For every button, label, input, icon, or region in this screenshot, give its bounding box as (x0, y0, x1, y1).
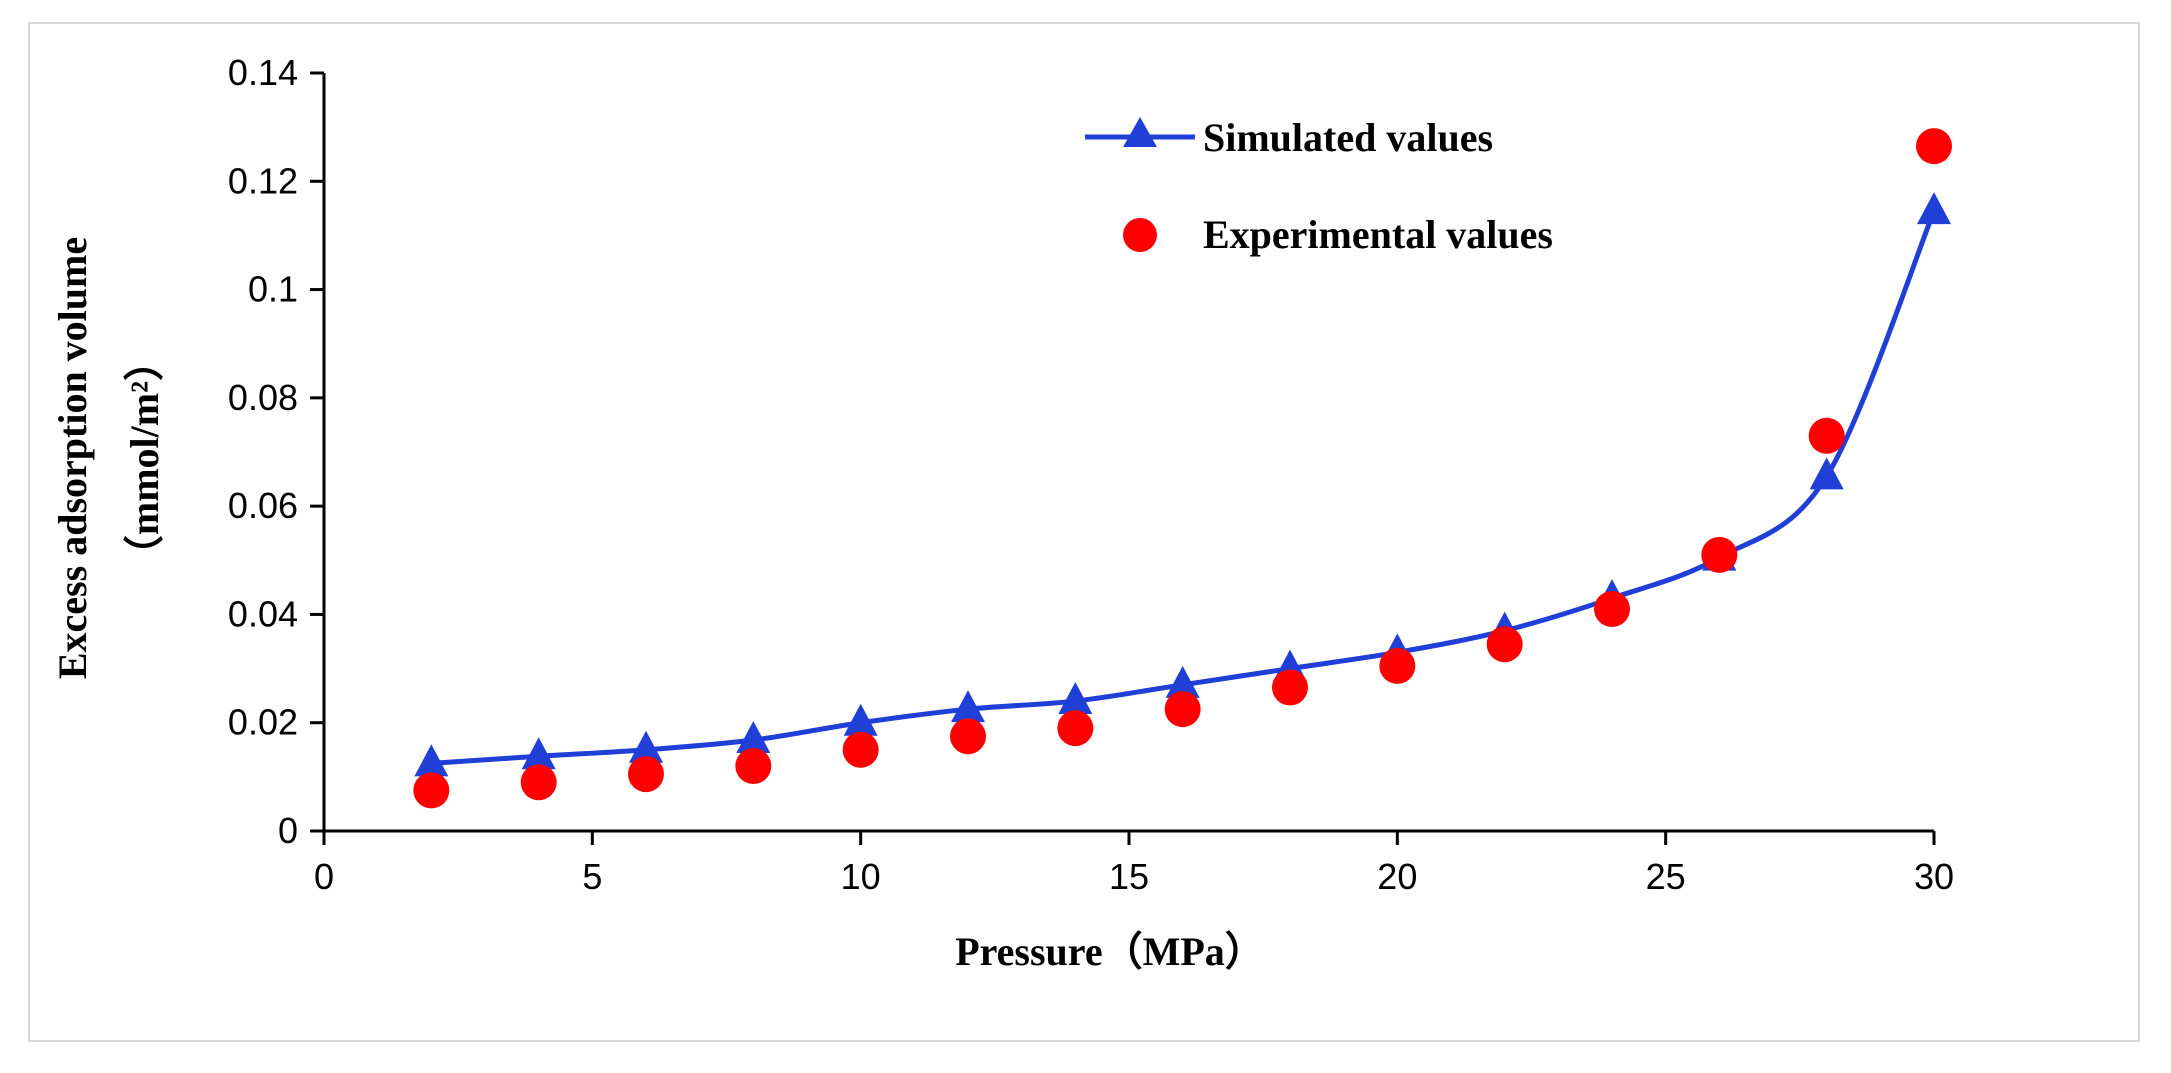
chart-frame (28, 22, 2140, 1042)
y-tick-label: 0.06 (228, 485, 298, 526)
simulated-point (951, 690, 985, 723)
experimental-point (1486, 626, 1523, 663)
x-tick-label: 5 (582, 856, 602, 897)
simulated-point (736, 721, 771, 754)
simulated-point (414, 744, 449, 777)
x-tick-label: 15 (1109, 856, 1149, 897)
legend-experimental-label: Experimental values (1203, 212, 1553, 257)
experimental-point (1594, 591, 1630, 628)
experimental-point (1057, 710, 1094, 747)
y-tick-label: 0.1 (248, 269, 298, 310)
x-axis-title: Pressure（MPa） (955, 929, 1265, 974)
simulated-point (521, 737, 556, 770)
simulated-point (629, 730, 663, 763)
y-tick-label: 0.04 (228, 593, 298, 634)
x-tick-label: 0 (314, 856, 334, 897)
experimental-point (1379, 647, 1416, 684)
simulated-point (1809, 457, 1844, 490)
y-tick-label: 0.08 (228, 377, 298, 418)
y-tick-label: 0 (278, 810, 298, 851)
experimental-point (950, 718, 986, 755)
series-layer (413, 128, 1952, 809)
axes (322, 73, 1934, 833)
x-tick-label: 20 (1377, 856, 1417, 897)
experimental-point (1164, 691, 1201, 728)
simulated-point (1058, 682, 1093, 715)
experimental-point (413, 772, 450, 809)
experimental-point (1701, 536, 1738, 573)
simulated-point (1165, 665, 1200, 698)
y-tick-label: 0.12 (228, 160, 298, 201)
experimental-point (842, 731, 879, 768)
x-tick-label: 10 (841, 856, 881, 897)
experimental-point (1272, 669, 1308, 706)
legend-simulated-label: Simulated values (1203, 115, 1493, 160)
x-tick-label: 30 (1914, 856, 1954, 897)
experimental-point (520, 764, 557, 801)
ticks: 0 0.02 0.04 0.06 0.08 0.1 0.12 0.14 0 5 10 15 20 25 30 (228, 52, 1954, 897)
y-tick-label: 0.14 (228, 52, 298, 93)
y-axis-title: Excess adsorption volume （mmol/m²） (50, 237, 167, 679)
simulated-point (843, 703, 878, 736)
legend: Simulated values Experimental values (1085, 115, 1553, 257)
y-axis-title-line2: （mmol/m²） (122, 341, 167, 575)
simulated-point (1917, 192, 1951, 225)
experimental-point (628, 756, 664, 793)
y-axis-title-line1: Excess adsorption volume (50, 237, 95, 679)
experimental-point (1808, 417, 1845, 454)
experimental-point (735, 748, 772, 785)
legend-experimental-circle-marker (1123, 218, 1157, 252)
experimental-point (1916, 128, 1952, 165)
legend-simulated-triangle-marker (1123, 117, 1157, 147)
y-tick-label: 0.02 (228, 702, 298, 743)
x-tick-label: 25 (1646, 856, 1686, 897)
